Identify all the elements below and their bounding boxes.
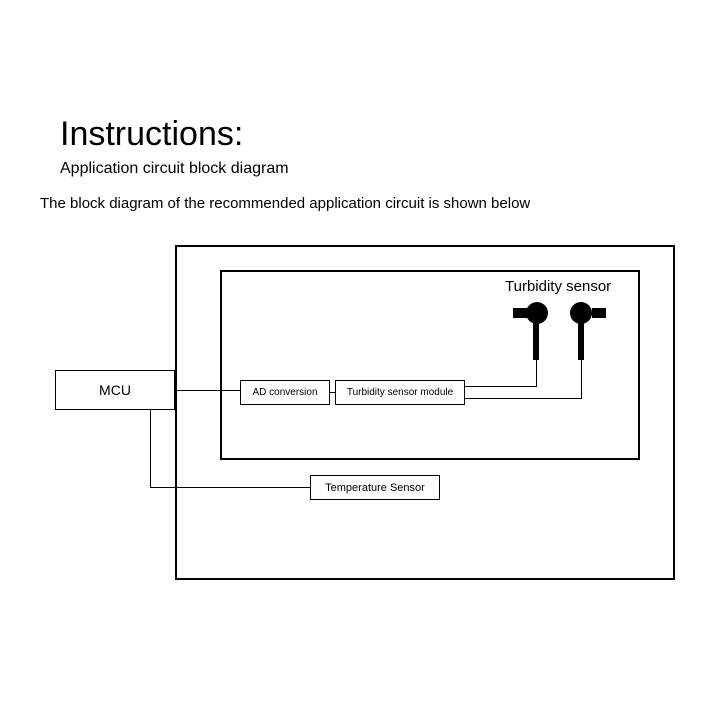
wire-mcu-to-adc bbox=[175, 390, 240, 391]
sensor-left-tab bbox=[513, 308, 527, 318]
ad-conversion-block: AD conversion bbox=[240, 380, 330, 405]
wire-mcu-to-temp bbox=[150, 487, 310, 488]
description-text: The block diagram of the recommended app… bbox=[40, 195, 530, 212]
wire-module-to-sensor-right-h bbox=[465, 398, 581, 399]
mcu-block: MCU bbox=[55, 370, 175, 410]
wire-module-to-sensor-left-h bbox=[465, 386, 536, 387]
wire-adc-to-module bbox=[330, 392, 335, 393]
temperature-sensor-block: Temperature Sensor bbox=[310, 475, 440, 500]
turbidity-sensor-label: Turbidity sensor bbox=[505, 278, 611, 295]
turbidity-module-block: Turbidity sensor module bbox=[335, 380, 465, 405]
page-subtitle: Application circuit block diagram bbox=[60, 160, 289, 178]
wire-module-to-sensor-right-v bbox=[581, 360, 582, 399]
sensor-right-tab bbox=[592, 308, 606, 318]
wire-module-to-sensor-left-v bbox=[536, 360, 537, 387]
diagram-canvas: Instructions: Application circuit block … bbox=[0, 0, 720, 720]
sensor-left-stem bbox=[533, 320, 539, 360]
inner-container-box bbox=[220, 270, 640, 460]
page-title: Instructions: bbox=[60, 115, 243, 154]
sensor-right-stem bbox=[578, 320, 584, 360]
wire-mcu-down bbox=[150, 410, 151, 487]
